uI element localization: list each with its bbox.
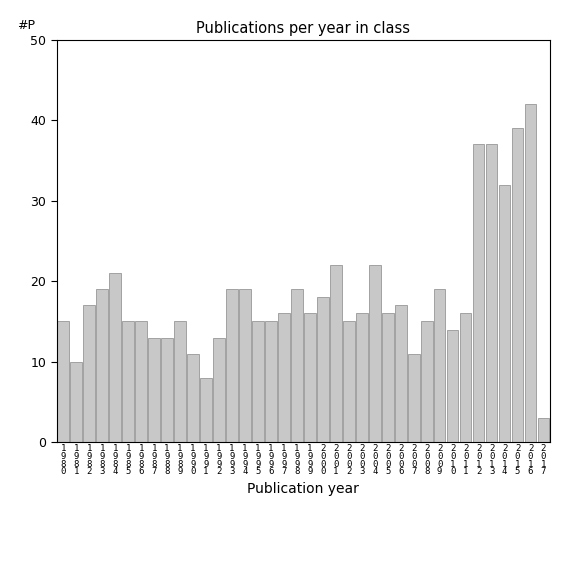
X-axis label: Publication year: Publication year xyxy=(247,482,359,496)
Bar xyxy=(511,128,523,442)
Bar xyxy=(265,321,277,442)
Bar xyxy=(57,321,69,442)
Bar xyxy=(304,314,316,442)
Bar xyxy=(434,289,446,442)
Bar xyxy=(187,354,199,442)
Bar xyxy=(343,321,354,442)
Bar xyxy=(213,337,225,442)
Bar xyxy=(356,314,367,442)
Bar xyxy=(96,289,108,442)
Bar xyxy=(109,273,121,442)
Bar xyxy=(174,321,186,442)
Bar xyxy=(148,337,160,442)
Bar xyxy=(421,321,433,442)
Bar xyxy=(330,265,342,442)
Bar xyxy=(278,314,290,442)
Bar xyxy=(70,362,82,442)
Bar xyxy=(460,314,471,442)
Bar xyxy=(408,354,420,442)
Bar xyxy=(252,321,264,442)
Bar xyxy=(239,289,251,442)
Bar xyxy=(226,289,238,442)
Bar xyxy=(395,306,407,442)
Bar xyxy=(538,418,549,442)
Bar xyxy=(524,104,536,442)
Text: #P: #P xyxy=(17,19,35,32)
Bar xyxy=(136,321,147,442)
Bar xyxy=(486,145,497,442)
Bar xyxy=(122,321,134,442)
Bar xyxy=(369,265,380,442)
Bar xyxy=(382,314,393,442)
Bar xyxy=(83,306,95,442)
Bar xyxy=(161,337,173,442)
Bar xyxy=(447,329,459,442)
Bar xyxy=(499,185,510,442)
Title: Publications per year in class: Publications per year in class xyxy=(196,21,411,36)
Bar xyxy=(317,297,329,442)
Bar xyxy=(473,145,484,442)
Bar xyxy=(291,289,303,442)
Bar xyxy=(200,378,212,442)
